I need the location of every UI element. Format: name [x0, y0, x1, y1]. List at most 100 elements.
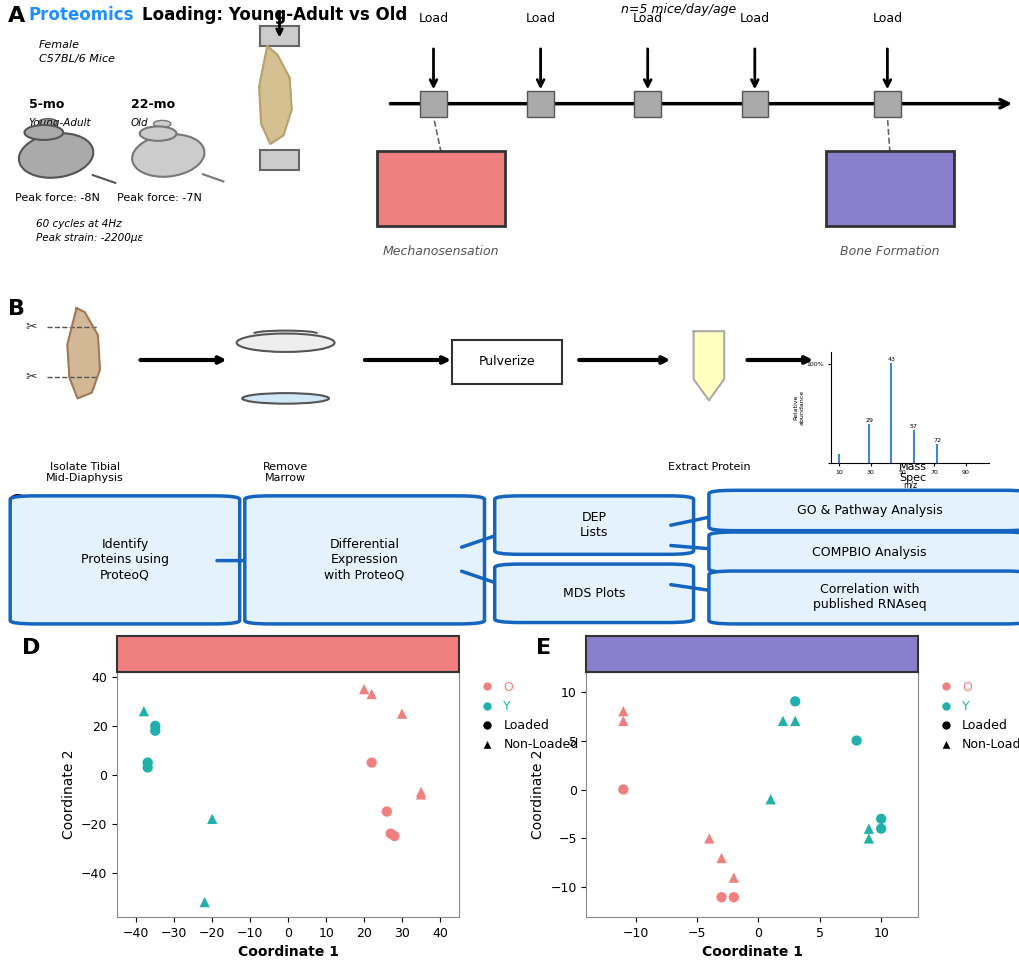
Point: [614, 781, 631, 797]
Point: [413, 784, 429, 800]
Point: [197, 895, 213, 910]
Text: Peak force: -7N: Peak force: -7N: [117, 193, 202, 203]
Point: [712, 851, 729, 866]
Text: Loading: Young-Adult vs Old: Loading: Young-Adult vs Old: [142, 6, 407, 24]
Polygon shape: [693, 331, 723, 400]
Text: Identify
Proteins using
ProteoQ: Identify Proteins using ProteoQ: [81, 539, 169, 582]
Text: n=5 mice/day/age: n=5 mice/day/age: [621, 3, 735, 16]
Point: [762, 792, 779, 807]
Text: Isolate Tibial
Mid-Diaphysis: Isolate Tibial Mid-Diaphysis: [46, 462, 123, 484]
Text: A: A: [8, 6, 25, 26]
Ellipse shape: [19, 133, 93, 178]
Y-axis label: Coordinate 2: Coordinate 2: [530, 750, 544, 839]
Text: ✂: ✂: [25, 321, 37, 334]
Text: Proteomics: Proteomics: [29, 6, 133, 24]
Point: [204, 811, 220, 827]
Bar: [741, 91, 767, 117]
Ellipse shape: [154, 120, 171, 128]
Point: [136, 704, 152, 719]
Point: [413, 787, 429, 803]
Point: [872, 811, 889, 827]
Point: [787, 713, 803, 729]
Ellipse shape: [140, 127, 176, 141]
Text: 43: 43: [887, 357, 895, 362]
Point: [787, 694, 803, 709]
Text: Bone Formation: Bone Formation: [840, 245, 938, 258]
Bar: [634, 91, 660, 117]
Polygon shape: [259, 46, 291, 144]
X-axis label: Coordinate 1: Coordinate 1: [237, 945, 338, 959]
Ellipse shape: [132, 134, 204, 177]
Point: [147, 718, 163, 733]
Text: 72: 72: [932, 438, 941, 443]
Point: [393, 706, 410, 721]
FancyBboxPatch shape: [10, 496, 239, 624]
Point: [378, 804, 394, 819]
FancyBboxPatch shape: [260, 150, 299, 170]
Point: [363, 755, 379, 770]
Text: Load: Load: [871, 12, 902, 25]
FancyBboxPatch shape: [708, 571, 1019, 624]
Text: Old: Old: [130, 118, 148, 128]
Point: [860, 830, 876, 846]
Point: [140, 759, 156, 775]
Text: 60 cycles at 4Hz
Peak strain: -2200με: 60 cycles at 4Hz Peak strain: -2200με: [36, 219, 143, 243]
Text: C: C: [8, 493, 24, 514]
Text: Load: Load: [525, 12, 555, 25]
Text: Day 1: Day 1: [415, 180, 467, 198]
Text: 29: 29: [864, 419, 872, 423]
Point: [725, 890, 741, 905]
Point: [712, 890, 729, 905]
Point: [700, 830, 716, 846]
Text: Load: Load: [739, 12, 769, 25]
X-axis label: m/z: m/z: [903, 481, 916, 490]
Text: Day 1: Day 1: [257, 644, 319, 663]
FancyBboxPatch shape: [377, 152, 504, 227]
Text: Mechanosensation: Mechanosensation: [382, 245, 499, 258]
Point: [872, 821, 889, 836]
Point: [140, 755, 156, 770]
Point: [614, 713, 631, 729]
Point: [860, 821, 876, 836]
Text: 22-mo: 22-mo: [130, 98, 174, 111]
Bar: [420, 91, 446, 117]
Text: Extract Protein: Extract Protein: [666, 462, 750, 471]
Legend: O, Y, Loaded, Non-Loaded: O, Y, Loaded, Non-Loaded: [930, 679, 1019, 754]
Text: Differential
Expression
with ProteoQ: Differential Expression with ProteoQ: [324, 539, 405, 582]
Ellipse shape: [24, 125, 63, 140]
Text: Peak force: -8N: Peak force: -8N: [15, 193, 100, 203]
Point: [147, 723, 163, 738]
Text: Load: Load: [418, 12, 448, 25]
Ellipse shape: [39, 119, 57, 126]
Text: Young-Adult: Young-Adult: [29, 118, 91, 128]
Text: Mass
Spec: Mass Spec: [898, 462, 926, 484]
Legend: O, Y, Loaded, Non-Loaded: O, Y, Loaded, Non-Loaded: [472, 679, 581, 754]
FancyBboxPatch shape: [708, 532, 1019, 572]
Text: DEP
Lists: DEP Lists: [580, 511, 607, 540]
Point: [386, 828, 403, 844]
Text: D: D: [22, 638, 41, 659]
Polygon shape: [67, 308, 100, 398]
Text: B: B: [8, 299, 25, 319]
Text: Day 5: Day 5: [863, 180, 915, 198]
Text: Pulverize: Pulverize: [478, 355, 535, 369]
Point: [356, 682, 372, 697]
FancyBboxPatch shape: [708, 491, 1019, 531]
Text: 5-mo: 5-mo: [29, 98, 64, 111]
Text: Remove
Marrow: Remove Marrow: [263, 462, 308, 484]
Text: E: E: [535, 638, 550, 659]
Point: [774, 713, 791, 729]
Bar: [873, 91, 900, 117]
FancyBboxPatch shape: [825, 152, 953, 227]
Point: [725, 870, 741, 885]
FancyBboxPatch shape: [494, 564, 693, 622]
Point: [614, 704, 631, 719]
FancyBboxPatch shape: [451, 340, 561, 384]
Bar: [527, 91, 553, 117]
FancyBboxPatch shape: [245, 496, 484, 624]
FancyBboxPatch shape: [494, 496, 693, 554]
Text: Female
C57BL/6 Mice: Female C57BL/6 Mice: [39, 40, 115, 63]
Text: Load: Load: [632, 12, 662, 25]
Ellipse shape: [243, 394, 329, 403]
X-axis label: Coordinate 1: Coordinate 1: [701, 945, 802, 959]
